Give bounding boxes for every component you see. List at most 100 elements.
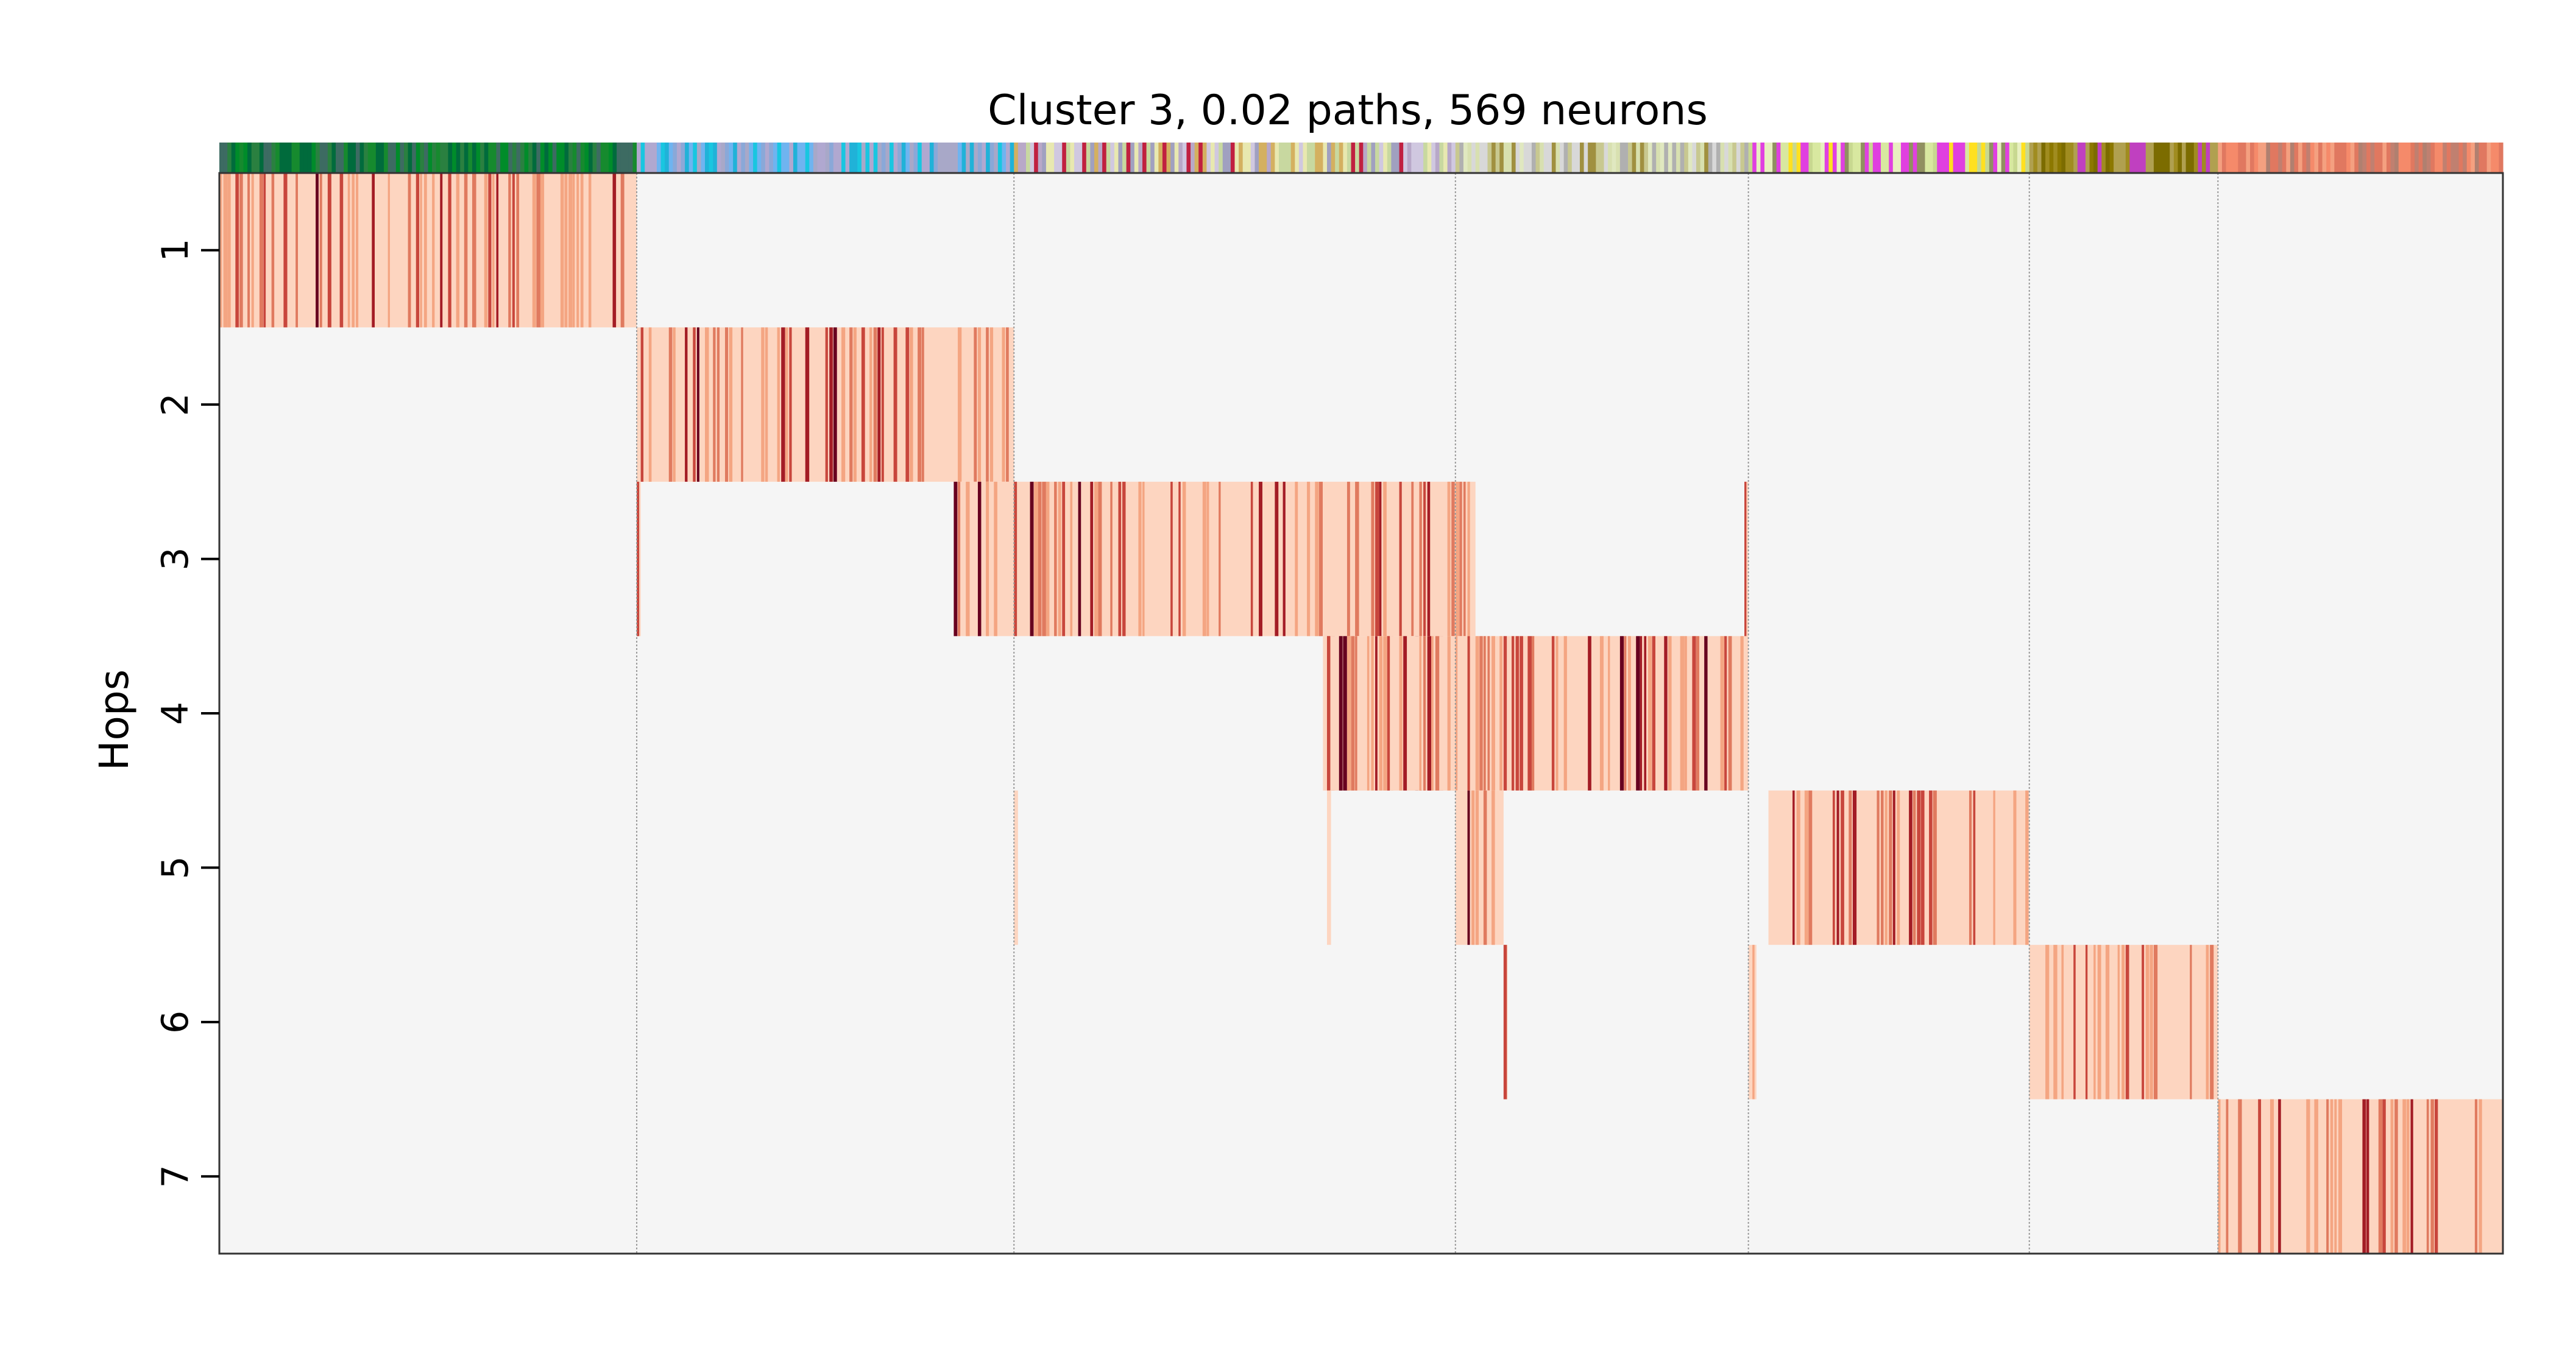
heatmap-cell: [1034, 481, 1038, 637]
color-bar-cell: [600, 143, 605, 173]
heatmap-cell: [283, 173, 288, 328]
color-bar-cell: [464, 143, 469, 173]
color-bar-cell: [444, 143, 449, 173]
color-bar-cell: [1664, 143, 1669, 173]
color-bar-cell: [1074, 143, 1079, 173]
color-bar-cell: [239, 143, 244, 173]
color-bar-cell: [2226, 143, 2231, 173]
color-bar-cell: [2302, 143, 2307, 173]
color-bar-cell: [1985, 143, 1990, 173]
heatmap-cell: [1475, 790, 1479, 945]
heatmap-cell: [1531, 636, 1535, 791]
heatmap-cell: [1499, 636, 1502, 791]
heatmap-cell: [1371, 481, 1375, 637]
color-bar-cell: [484, 143, 489, 173]
heatmap-cell: [1094, 481, 1099, 637]
color-bar-cell: [1808, 143, 1813, 173]
heatmap-cell: [989, 327, 994, 482]
heatmap-cell: [247, 173, 250, 328]
color-bar-cell: [1010, 143, 1014, 173]
color-bar-cell: [1275, 143, 1279, 173]
heatmap-cell: [873, 327, 877, 482]
heatmap-cell: [1599, 636, 1604, 791]
heatmap-cell: [1399, 636, 1403, 791]
heatmap-cell: [387, 173, 390, 328]
color-bar-cell: [2430, 143, 2435, 173]
color-bar-cell: [1194, 143, 1199, 173]
heatmap-cell: [235, 173, 239, 328]
heatmap-cell: [2117, 945, 2120, 1100]
color-bar-cell: [676, 143, 682, 173]
heatmap-cell: [2206, 945, 2209, 1100]
color-bar-cell: [1531, 143, 1537, 173]
color-bar-cell: [255, 143, 260, 173]
heatmap-cell: [2190, 945, 2192, 1100]
color-bar-cell: [665, 143, 670, 173]
color-bar-cell: [2410, 143, 2415, 173]
color-bar-cell: [2081, 143, 2086, 173]
color-bar-cell: [1583, 143, 1588, 173]
heatmap-cell: [717, 327, 720, 482]
color-bar-cell: [1616, 143, 1621, 173]
color-bar-cell: [2230, 143, 2235, 173]
heatmap-cell: [1379, 481, 1382, 637]
heatmap-cell: [508, 173, 511, 328]
color-bar-cell: [608, 143, 614, 173]
color-bar-cell: [1732, 143, 1737, 173]
color-bar-cell: [2045, 143, 2050, 173]
heatmap-cell: [1588, 636, 1591, 791]
heatmap-cell: [319, 173, 322, 328]
color-bar-cell: [1455, 143, 1460, 173]
color-bar-cell: [355, 143, 361, 173]
heatmap-cell: [833, 327, 837, 482]
heatmap-cell: [2105, 945, 2110, 1100]
color-bar-cell: [913, 143, 918, 173]
heatmap-cell: [1852, 790, 1857, 945]
heatmap-cell: [1170, 481, 1173, 637]
heatmap-cell: [1259, 481, 1262, 637]
color-bar-cell: [364, 143, 369, 173]
heatmap-cell: [648, 327, 652, 482]
color-bar-cell: [408, 143, 412, 173]
y-axis: 1 2 3 4 5 6 7: [154, 239, 219, 1188]
color-bar-cell: [1856, 143, 1861, 173]
heatmap-cell: [841, 327, 846, 482]
color-bar-cell: [801, 143, 806, 173]
color-bar-cell: [2378, 143, 2383, 173]
color-bar-cell: [986, 143, 991, 173]
heatmap-cell: [223, 173, 228, 328]
color-bar-cell: [2037, 143, 2042, 173]
color-bar-cell: [1700, 143, 1705, 173]
color-bar-cell: [1551, 143, 1557, 173]
color-bar-cell: [2266, 143, 2271, 173]
color-bar-cell: [1006, 143, 1011, 173]
color-bar-cell: [865, 143, 870, 173]
color-bar-cell: [696, 143, 702, 173]
heatmap-cell: [1515, 636, 1520, 791]
heatmap-cell: [1387, 636, 1390, 791]
heatmap-cell: [1684, 636, 1687, 791]
heatmap-cell: [2394, 1099, 2398, 1254]
color-bar-cell: [1290, 143, 1295, 173]
color-bar-cell: [1371, 143, 1376, 173]
color-bar-cell: [2282, 143, 2287, 173]
heatmap-cell: [1808, 790, 1813, 945]
heatmap-cell: [918, 327, 922, 482]
color-bar-cell: [1270, 143, 1275, 173]
color-bar-cell: [717, 143, 721, 173]
gridlines: [636, 173, 2219, 1254]
color-bar-cell: [1459, 143, 1464, 173]
color-bar-cell: [283, 143, 288, 173]
heatmap-cell: [492, 173, 495, 328]
heatmap-cell: [724, 327, 728, 482]
color-bar-cell: [2326, 143, 2331, 173]
heatmap-cell: [2270, 1099, 2274, 1254]
color-bar-cell: [1038, 143, 1042, 173]
heatmap-cell: [1892, 790, 1895, 945]
color-bar-cell: [1563, 143, 1568, 173]
heatmap-cell: [1467, 790, 1470, 945]
heatmap-cell: [2093, 945, 2096, 1100]
color-bar-cell: [1046, 143, 1051, 173]
heatmap-cell: [785, 327, 788, 482]
heatmap-cell: [576, 173, 579, 328]
